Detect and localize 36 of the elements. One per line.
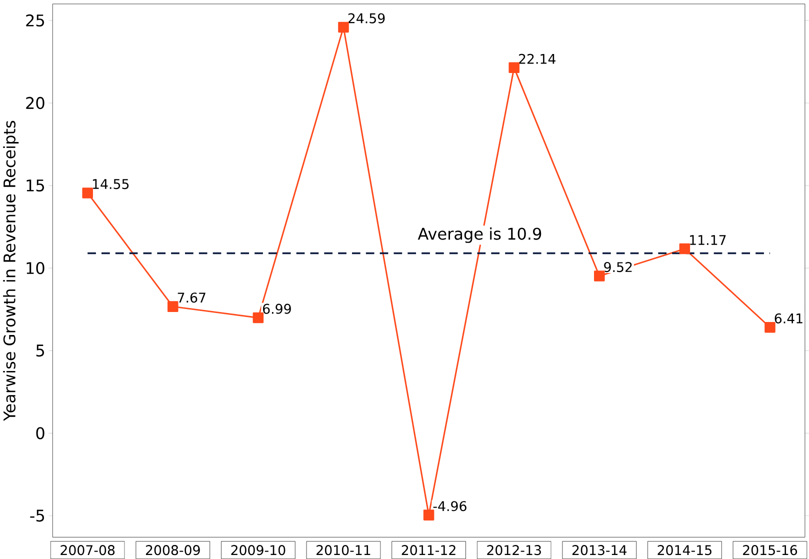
data-label: 11.17 — [690, 235, 726, 245]
data-label: 6.99 — [263, 304, 291, 314]
data-label: 24.59 — [348, 13, 385, 24]
y-tick-label: 25 — [26, 14, 44, 27]
point — [679, 243, 690, 254]
x-tick-label: 2007-08 — [60, 545, 115, 556]
x-tick-label: 2010-11 — [316, 545, 370, 556]
x-tick-label: 2013-14 — [572, 545, 627, 556]
data-label: 9.52 — [604, 262, 632, 272]
x-tick-label: 2008-09 — [146, 545, 200, 556]
y-tick-label: 20 — [26, 96, 44, 110]
x-tick-label: 2014-15 — [658, 545, 712, 556]
y-tick-label: -5 — [30, 510, 44, 522]
data-label: -4.96 — [433, 501, 466, 512]
y-tick-label: 5 — [36, 344, 44, 357]
x-tick-label: 2009-10 — [231, 545, 286, 556]
point — [508, 62, 520, 74]
ref-line-label: Average is 10.9 — [418, 227, 542, 243]
x-tick-label: 2011-12 — [402, 545, 456, 556]
point — [252, 312, 264, 324]
x-tick-label: 2015-16 — [743, 545, 798, 556]
x-tick-label: 2012-13 — [487, 545, 541, 556]
point — [594, 270, 605, 282]
point — [168, 301, 178, 312]
data-label: 14.55 — [92, 179, 129, 190]
point — [423, 510, 434, 520]
point — [764, 322, 776, 333]
data-label: 22.14 — [518, 54, 556, 64]
y-axis-title: Yearwise Growth in Revenue Receipts — [3, 120, 19, 421]
y-tick-label: 10 — [26, 262, 44, 274]
y-tick-label: 15 — [26, 180, 44, 192]
y-tick-label: 0 — [36, 427, 44, 440]
data-label: 7.67 — [178, 292, 206, 303]
data-label: 6.41 — [774, 313, 802, 324]
point — [338, 22, 349, 33]
point — [82, 188, 93, 198]
